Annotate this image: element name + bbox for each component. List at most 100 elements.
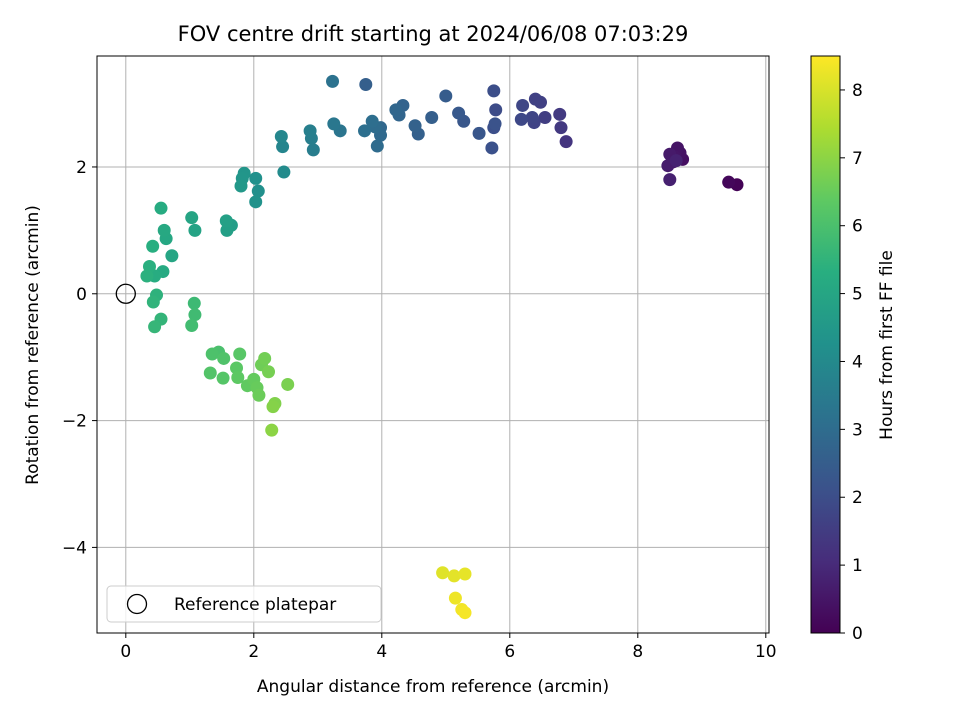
- data-point: [185, 318, 199, 332]
- grid-lines: [97, 56, 769, 633]
- data-point: [514, 112, 528, 126]
- x-axis-ticks: 0 2 4 6 8 10: [120, 633, 777, 662]
- data-point: [389, 103, 403, 117]
- data-point: [669, 154, 683, 168]
- colorbar-tick-label: 1: [852, 556, 863, 576]
- y-tick-label: 2: [76, 158, 87, 178]
- x-tick-label: 6: [504, 642, 515, 662]
- data-point: [663, 173, 677, 187]
- data-point: [274, 130, 288, 144]
- data-point: [306, 143, 320, 157]
- data-point: [187, 296, 201, 310]
- data-point: [233, 347, 247, 361]
- data-point: [489, 103, 503, 117]
- data-point: [458, 606, 472, 620]
- colorbar-tick-label: 6: [852, 217, 863, 237]
- data-point: [165, 249, 179, 263]
- colorbar-tick-label: 4: [852, 352, 863, 372]
- data-point: [265, 423, 279, 437]
- data-point: [425, 111, 439, 125]
- data-point: [553, 107, 567, 121]
- data-point: [146, 239, 160, 253]
- plot-area-frame: [96, 55, 770, 634]
- x-axis-label: Angular distance from reference (arcmin): [257, 677, 609, 697]
- data-point: [251, 184, 265, 198]
- legend-open-circle-icon: [126, 593, 148, 615]
- data-point: [188, 223, 202, 237]
- data-point: [452, 106, 466, 120]
- data-point: [231, 370, 245, 384]
- colorbar-tick-label: 5: [852, 285, 863, 305]
- colorbar: 0 1 2 3 4 5 6 7 8 Hours from first FF file: [810, 55, 897, 644]
- data-point: [326, 74, 340, 88]
- data-point: [559, 135, 573, 149]
- data-point: [154, 201, 168, 215]
- data-point: [554, 121, 568, 135]
- data-point: [249, 195, 263, 209]
- legend-box: [106, 585, 382, 623]
- data-point: [220, 223, 234, 237]
- y-tick-label: −2: [62, 412, 87, 432]
- data-point: [370, 139, 384, 153]
- data-point: [219, 214, 233, 228]
- data-point: [458, 567, 472, 581]
- data-point: [205, 347, 219, 361]
- chart-title: FOV centre drift starting at 2024/06/08 …: [178, 22, 689, 46]
- x-tick-label: 2: [248, 642, 259, 662]
- data-point: [359, 78, 373, 92]
- colorbar-gradient: [810, 55, 841, 634]
- reference-point-marker: [115, 283, 136, 304]
- data-point: [365, 114, 379, 128]
- data-point: [408, 119, 422, 133]
- data-point: [281, 377, 295, 391]
- data-point: [234, 179, 248, 193]
- data-point: [262, 365, 276, 379]
- data-point: [230, 361, 244, 375]
- y-axis-label: Rotation from reference (arcmin): [23, 205, 43, 485]
- data-points: [140, 74, 744, 620]
- colorbar-tick-label: 8: [852, 81, 863, 101]
- legend-entry-label: Reference platepar: [174, 595, 336, 615]
- legend: Reference platepar: [106, 585, 382, 623]
- data-point: [258, 351, 272, 365]
- colorbar-tick-label: 2: [852, 488, 863, 508]
- data-point: [249, 171, 263, 185]
- data-point: [303, 124, 317, 138]
- data-point: [203, 366, 217, 380]
- data-point: [266, 400, 280, 414]
- data-point: [146, 295, 160, 309]
- colorbar-tick-label: 3: [852, 420, 863, 440]
- data-point: [436, 566, 450, 580]
- data-point: [277, 165, 291, 179]
- data-point: [447, 569, 461, 583]
- colorbar-ticks: 0 1 2 3 4 5 6 7 8: [840, 81, 863, 644]
- data-point: [188, 308, 202, 322]
- data-point: [216, 371, 230, 385]
- data-point: [140, 269, 154, 283]
- x-tick-label: 4: [376, 642, 387, 662]
- data-point: [157, 223, 171, 237]
- data-point: [185, 211, 199, 225]
- colorbar-label: Hours from first FF file: [877, 250, 897, 440]
- data-point: [488, 117, 502, 131]
- colorbar-tick-label: 7: [852, 149, 863, 169]
- data-point: [148, 320, 162, 334]
- data-point: [327, 117, 341, 131]
- colorbar-tick-label: 0: [852, 624, 863, 644]
- x-tick-label: 8: [632, 642, 643, 662]
- data-point: [276, 140, 290, 154]
- x-tick-label: 10: [755, 642, 777, 662]
- data-point: [472, 126, 486, 140]
- y-tick-label: 0: [76, 285, 87, 305]
- data-point: [528, 92, 542, 106]
- data-point: [722, 175, 736, 189]
- data-point: [439, 89, 453, 103]
- data-point: [487, 84, 501, 98]
- y-axis-ticks: −4 −2 0 2: [62, 158, 97, 558]
- data-point: [448, 591, 462, 605]
- data-point: [516, 98, 530, 112]
- reference-marker-layer: [115, 283, 136, 304]
- data-point: [525, 111, 539, 125]
